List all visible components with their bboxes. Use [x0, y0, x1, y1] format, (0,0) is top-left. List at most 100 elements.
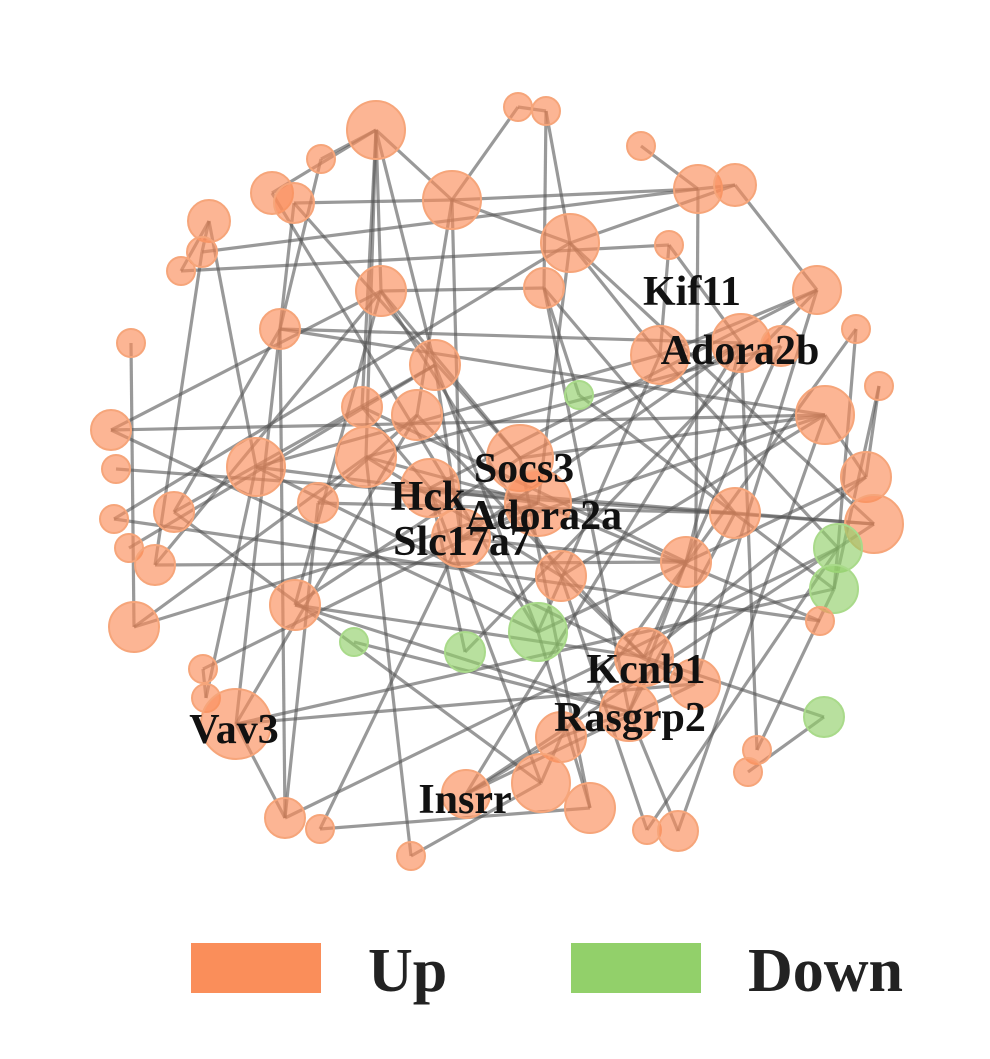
edge-n1-n25: [374, 129, 437, 366]
node-up-n22: [630, 325, 690, 385]
edge-n57-n51: [294, 603, 645, 659]
node-up-n52: [108, 601, 160, 653]
node-up-n28: [341, 386, 383, 428]
gene-label-kcnb1: Kcnb1: [586, 647, 705, 693]
node-up-n43: [99, 504, 129, 534]
node-up-n8: [422, 170, 482, 230]
node-up-n48: [660, 536, 712, 588]
node-up-n57: [614, 627, 674, 687]
node-down-n50: [809, 564, 859, 614]
node-up-n18: [792, 265, 842, 315]
node-up-n40: [153, 491, 195, 533]
node-layer: [90, 92, 904, 871]
gene-label-vav3: Vav3: [189, 707, 278, 753]
edge-n43-n53: [113, 517, 821, 623]
label-layer: Kif11 Adora2b Socs3 Hck Adora2a Slc17a7 …: [189, 269, 819, 823]
node-up-n32: [335, 426, 397, 488]
node-up-n72: [632, 815, 662, 845]
edge-n40-n19: [172, 328, 282, 513]
edge-n55-n62: [353, 640, 630, 714]
node-up-n44: [431, 508, 491, 568]
edge-n30-n31: [110, 413, 826, 432]
node-up-n25: [409, 339, 461, 391]
legend-label-up: Up: [368, 937, 448, 1005]
node-up-n58: [669, 658, 721, 710]
edge-n44-n71: [318, 537, 463, 830]
edge-n57-n64: [643, 655, 825, 719]
node-up-n61: [200, 688, 272, 760]
gene-label-adora2a: Adora2a: [466, 493, 622, 539]
gene-label-slc17a7: Slc17a7: [393, 519, 531, 565]
node-up-n36: [840, 451, 892, 503]
node-up-n38: [504, 469, 572, 537]
node-up-n21: [116, 328, 146, 358]
node-up-n51: [269, 579, 321, 631]
legend-swatch-up: [191, 943, 321, 993]
legend-label-down: Down: [748, 937, 904, 1005]
node-up-n17: [523, 267, 565, 309]
edge-n25-n54: [433, 364, 540, 633]
node-up-n62: [599, 682, 659, 742]
node-up-n47: [134, 544, 176, 586]
edge-n9-n58: [693, 188, 700, 685]
node-down-n64: [803, 696, 845, 738]
node-up-n68: [511, 753, 571, 813]
edge-n26-n50: [578, 393, 835, 591]
edge-n70-n46: [284, 546, 839, 820]
node-up-n41: [709, 487, 761, 539]
edge-n19-n70: [278, 328, 287, 819]
node-down-n54: [508, 602, 568, 662]
node-up-n53: [805, 606, 835, 636]
edge-n21-n52: [129, 342, 136, 628]
node-up-n4: [306, 144, 336, 174]
node-up-n31: [90, 409, 132, 451]
edge-n31-n54: [110, 428, 539, 634]
node-down-n56: [444, 631, 486, 673]
edge-n22-n34: [255, 353, 661, 469]
edge-n37-n41: [429, 486, 736, 515]
edge-n36-n57: [642, 475, 868, 659]
node-up-n13: [654, 230, 684, 260]
node-up-n74: [396, 841, 426, 871]
node-up-n10: [713, 163, 757, 207]
node-up-n39: [297, 482, 339, 524]
node-up-n16: [355, 265, 407, 317]
edge-n47-n48: [154, 560, 687, 567]
gene-label-socs3: Socs3: [474, 446, 574, 492]
edge-n4-n19: [278, 158, 323, 330]
node-up-n29: [391, 389, 443, 441]
node-up-n71: [305, 814, 335, 844]
gene-label-rasgrp2: Rasgrp2: [554, 695, 706, 741]
node-up-n15: [166, 256, 196, 286]
node-up-n49: [535, 550, 587, 602]
edge-n16-n17: [380, 286, 545, 293]
node-up-n73: [657, 810, 699, 852]
edge-n22-n46: [658, 353, 840, 550]
edge-n12-n42: [568, 241, 876, 526]
node-up-n66: [733, 757, 763, 787]
legend-swatch-down: [571, 943, 701, 993]
edge-n8-n9: [451, 187, 699, 202]
node-up-n34: [226, 437, 286, 497]
edge-n19-n30: [279, 327, 826, 417]
edge-n20-n46: [836, 328, 858, 549]
gene-label-insrr: Insrr: [418, 777, 511, 823]
node-up-n67: [441, 769, 491, 819]
node-up-n24: [760, 325, 802, 367]
node-up-n3: [531, 96, 561, 126]
node-up-n20: [841, 314, 871, 344]
node-up-n19: [259, 308, 301, 350]
edge-n39-n70: [283, 502, 320, 819]
network-diagram: Kif11 Adora2b Socs3 Hck Adora2a Slc17a7 …: [90, 92, 904, 871]
node-up-n37: [400, 458, 460, 518]
gene-label-hck: Hck: [391, 474, 466, 520]
gene-label-kif11: Kif11: [643, 269, 741, 315]
node-down-n26: [564, 380, 594, 410]
node-up-n7: [273, 182, 315, 224]
edge-n16-n31: [110, 289, 382, 432]
node-up-n69: [564, 782, 616, 834]
edge-n43-n12: [113, 241, 571, 521]
node-up-n30: [795, 385, 855, 445]
node-down-n55: [339, 627, 369, 657]
node-up-n27: [864, 371, 894, 401]
